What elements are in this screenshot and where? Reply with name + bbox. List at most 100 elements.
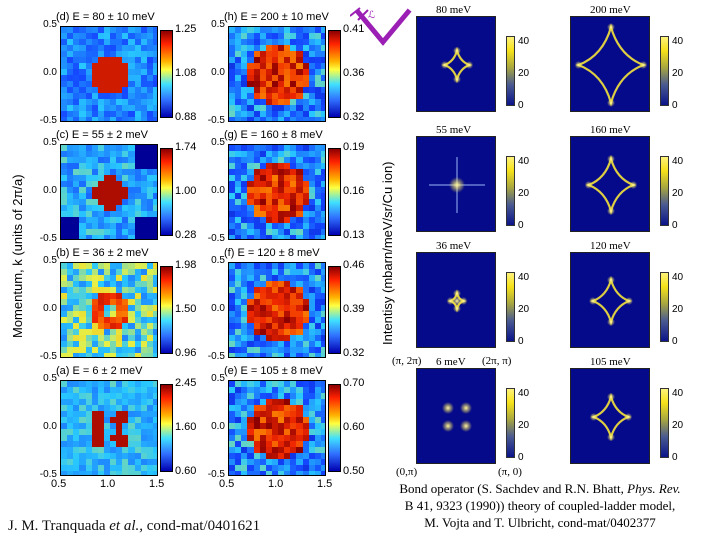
svg-text:ℒ: ℒ	[368, 10, 375, 21]
colorbar-tick-label: 0.28	[175, 229, 197, 241]
y-tick-label: 0.0	[211, 67, 225, 78]
theory-colorbar-tick: 0	[672, 100, 678, 111]
x-tick-label: 0.5	[219, 478, 235, 490]
panel-title: (a) E = 6 ± 2 meV	[56, 365, 143, 377]
theory-map	[570, 16, 650, 112]
colorbar-tick-label: 1.98	[175, 259, 197, 271]
theory-panel-label: 55 meV	[436, 124, 472, 136]
colorbar-tick-label: 0.60	[175, 465, 197, 477]
theory-map	[416, 368, 496, 464]
x-tick-label: 1.0	[100, 478, 116, 490]
theory-colorbar-tick: 0	[518, 220, 524, 231]
corner-label-bottom-left: (0,π)	[396, 466, 418, 478]
theory-colorbar-tick: 0	[518, 452, 524, 463]
colorbar-tick-label: 0.60	[343, 421, 365, 433]
y-axis-label: Momentum, k (units of 2π/a)	[10, 174, 25, 338]
theory-map	[416, 16, 496, 112]
theory-colorbar	[506, 36, 515, 106]
colorbar	[328, 30, 341, 118]
y-tick-label: 0.5	[43, 255, 57, 266]
theory-colorbar-tick: 40	[672, 272, 684, 283]
corner-label-top-right: (2π, π)	[482, 355, 512, 367]
y-tick-label: 0.0	[211, 421, 225, 432]
colorbar-tick-label: 1.50	[175, 303, 197, 315]
intensity-map	[228, 26, 326, 122]
colorbar	[328, 266, 341, 354]
logo-icon: ℒ	[350, 7, 412, 46]
theory-colorbar	[506, 156, 515, 226]
theory-panel-label: 120 meV	[590, 240, 631, 252]
intensity-axis-label: Intentisy (mbarn/meV/sr/Cu ion)	[380, 161, 395, 345]
colorbar	[160, 384, 173, 472]
theory-colorbar-tick: 20	[518, 68, 530, 79]
theory-colorbar-tick: 0	[672, 336, 678, 347]
panel-title: (f) E = 120 ± 8 meV	[224, 247, 320, 259]
panel-title: (g) E = 160 ± 8 meV	[224, 129, 323, 141]
panel-title: (h) E = 200 ± 10 meV	[224, 11, 329, 23]
theory-colorbar-tick: 20	[672, 304, 684, 315]
theory-colorbar-tick: 40	[672, 36, 684, 47]
colorbar-tick-label: 1.25	[175, 23, 197, 35]
theory-colorbar-tick: 20	[518, 420, 530, 431]
theory-map	[570, 368, 650, 464]
intensity-map	[228, 144, 326, 240]
theory-map	[570, 252, 650, 348]
theory-panel-label: 105 meV	[590, 356, 631, 368]
y-tick-label: -0.5	[207, 351, 225, 362]
colorbar-tick-label: 0.39	[343, 303, 365, 315]
theory-colorbar	[660, 156, 669, 226]
theory-panel-label: 36 meV	[436, 240, 472, 252]
x-tick-label: 1.0	[268, 478, 284, 490]
y-tick-label: -0.5	[207, 233, 225, 244]
intensity-map	[228, 380, 326, 476]
y-tick-label: 0.5	[211, 19, 225, 30]
y-tick-label: -0.5	[39, 351, 57, 362]
y-tick-label: 0.0	[211, 303, 225, 314]
y-tick-label: 0.0	[43, 421, 57, 432]
colorbar-tick-label: 0.32	[343, 111, 365, 123]
colorbar-tick-label: 0.70	[343, 377, 365, 389]
theory-colorbar	[660, 36, 669, 106]
theory-map	[416, 136, 496, 232]
colorbar-tick-label: 2.45	[175, 377, 197, 389]
colorbar	[328, 384, 341, 472]
y-tick-label: -0.5	[39, 115, 57, 126]
theory-map	[570, 136, 650, 232]
x-tick-label: 1.5	[317, 478, 333, 490]
intensity-map	[228, 262, 326, 358]
y-tick-label: 0.5	[211, 255, 225, 266]
y-tick-label: -0.5	[207, 115, 225, 126]
colorbar	[160, 148, 173, 236]
theory-panel-label: 80 meV	[436, 4, 472, 16]
colorbar	[160, 266, 173, 354]
theory-panel-label: 200 meV	[590, 4, 631, 16]
colorbar-tick-label: 1.00	[175, 185, 197, 197]
colorbar-tick-label: 0.50	[343, 465, 365, 477]
panel-title: (b) E = 36 ± 2 meV	[56, 247, 149, 259]
colorbar-tick-label: 0.19	[343, 141, 365, 153]
y-tick-label: 0.0	[43, 185, 57, 196]
colorbar-tick-label: 0.32	[343, 347, 365, 359]
y-tick-label: 0.0	[43, 303, 57, 314]
theory-colorbar-tick: 0	[518, 100, 524, 111]
corner-label-bottom-right: (π, 0)	[498, 466, 522, 478]
y-tick-label: -0.5	[39, 469, 57, 480]
intensity-map	[60, 26, 158, 122]
colorbar-tick-label: 0.13	[343, 229, 365, 241]
theory-colorbar	[660, 388, 669, 458]
intensity-map	[60, 262, 158, 358]
colorbar	[328, 148, 341, 236]
theory-colorbar-tick: 20	[672, 188, 684, 199]
y-tick-label: 0.0	[211, 185, 225, 196]
theory-colorbar-tick: 20	[672, 68, 684, 79]
theory-colorbar-tick: 0	[518, 336, 524, 347]
panel-title: (d) E = 80 ± 10 meV	[56, 11, 155, 23]
colorbar-tick-label: 0.16	[343, 185, 365, 197]
colorbar-tick-label: 1.60	[175, 421, 197, 433]
panel-title: (e) E = 105 ± 8 meV	[224, 365, 323, 377]
theory-colorbar-tick: 40	[672, 388, 684, 399]
theory-credit: Bond operator (S. Sachdev and R.N. Bhatt…	[399, 481, 681, 530]
colorbar	[160, 30, 173, 118]
y-tick-label: -0.5	[39, 233, 57, 244]
theory-panel-label: 6 meV	[436, 356, 466, 368]
